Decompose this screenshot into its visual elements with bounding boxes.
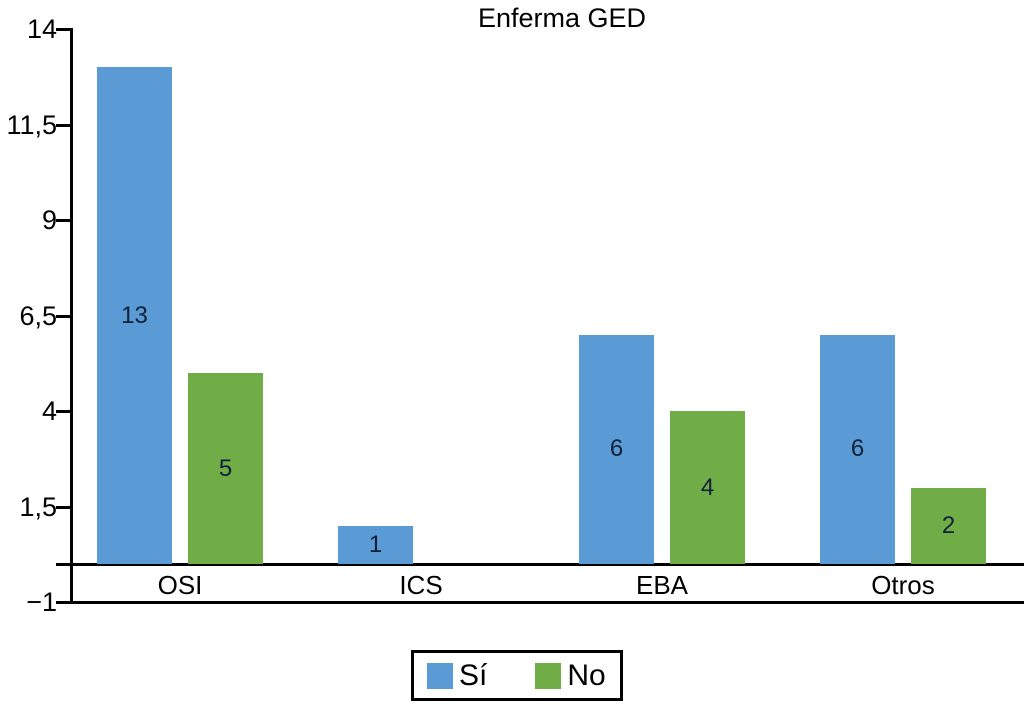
legend-label-si: Sí: [459, 658, 488, 692]
y-tick-3: [56, 315, 70, 318]
y-tick-label-4: 4: [41, 396, 57, 426]
y-tick-label-2: 9: [41, 205, 57, 235]
bar-label-no-eba: 4: [700, 474, 715, 501]
bar-no-otros: [911, 488, 986, 564]
bar-si-eba: [579, 335, 654, 564]
y-tick-label-7: −1: [26, 587, 57, 617]
bar-label-si-eba: 6: [609, 435, 624, 462]
bar-no-osi: [188, 373, 263, 564]
bar-label-si-otros: 6: [850, 435, 865, 462]
y-tick-7: [56, 601, 70, 604]
legend-item-si: Sí: [427, 658, 488, 692]
y-tick-label-5: 1,5: [19, 492, 57, 522]
bar-si-ics: [338, 526, 413, 564]
y-axis-line: [70, 28, 73, 604]
bar-no-eba: [670, 411, 745, 564]
x-label-osi: OSI: [157, 570, 203, 600]
legend-item-no: No: [535, 658, 606, 692]
x-label-otros: Otros: [871, 570, 935, 600]
y-tick-0: [56, 28, 70, 31]
plot-bottom-line: [70, 601, 1024, 604]
bar-label-si-ics: 1: [368, 531, 383, 558]
legend-swatch-no: [535, 662, 562, 689]
y-tick-6: [56, 563, 70, 566]
y-tick-5: [56, 506, 70, 509]
y-tick-label-0: 14: [26, 14, 57, 44]
x-label-eba: EBA: [635, 570, 689, 600]
y-tick-4: [56, 410, 70, 413]
chart-title: Enferma GED: [477, 3, 647, 33]
x-label-ics: ICS: [399, 570, 443, 600]
bar-si-otros: [820, 335, 895, 564]
legend-label-no: No: [567, 658, 606, 692]
y-tick-1: [56, 124, 70, 127]
legend: Sí No: [411, 650, 623, 701]
bar-label-si-osi: 13: [121, 302, 148, 329]
x-axis-baseline: [70, 563, 1024, 566]
bar-si-osi: [97, 67, 172, 564]
bar-label-no-otros: 2: [941, 512, 956, 539]
y-tick-label-1: 11,5: [6, 110, 57, 140]
bar-label-no-osi: 5: [218, 455, 233, 482]
legend-swatch-si: [427, 662, 453, 689]
y-tick-label-3: 6,5: [19, 301, 57, 331]
y-tick-2: [56, 219, 70, 222]
